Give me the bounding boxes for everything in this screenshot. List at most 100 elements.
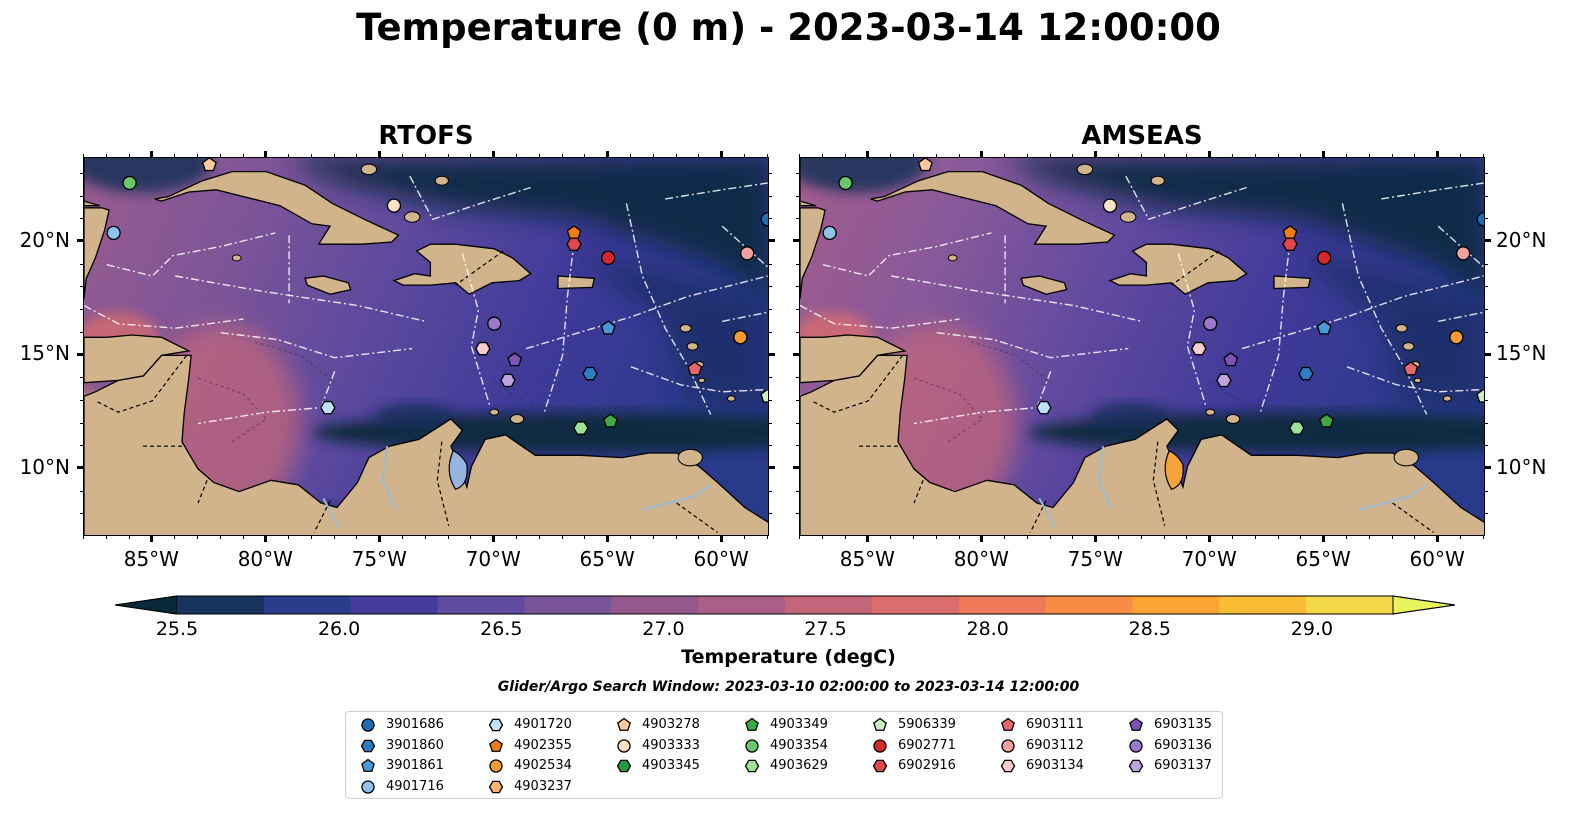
minor-tick: [769, 377, 772, 379]
legend-marker-4901720: [488, 718, 504, 732]
float-marker-5906339: [760, 388, 768, 403]
float-marker-3901861: [1316, 320, 1332, 335]
minor-tick: [196, 154, 198, 157]
minor-tick: [80, 195, 83, 197]
colorbar-segment: [611, 596, 699, 614]
minor-tick: [356, 536, 358, 539]
minor-tick: [1485, 195, 1488, 197]
legend-item-4903354: 4903354: [744, 736, 828, 756]
minor-tick: [447, 154, 449, 157]
float-marker-4901720: [320, 400, 336, 415]
minor-tick: [219, 154, 221, 157]
minor-tick: [769, 422, 772, 424]
legend-label: 4903333: [642, 737, 700, 753]
minor-tick: [796, 445, 799, 447]
minor-tick: [1163, 536, 1165, 539]
minor-tick: [743, 536, 745, 539]
legend-label: 6903134: [1026, 758, 1084, 773]
hexagon-marker-icon: [488, 718, 504, 732]
float-marker-4902534: [733, 330, 748, 345]
x-tick-label: 70°W: [1181, 547, 1237, 571]
minor-tick: [1140, 536, 1142, 539]
minor-tick: [1004, 154, 1006, 157]
circle-marker-icon: [361, 718, 375, 732]
minor-tick: [1118, 536, 1120, 539]
float-legend: 3901686 3901860 3901861 4901716 4901720 49023…: [345, 711, 1223, 799]
minor-tick: [1485, 240, 1488, 242]
legend-item-6903137: 6903137: [1128, 756, 1212, 776]
colorbar-segment: [177, 596, 265, 614]
colorbar-tick-label: 27.0: [642, 618, 685, 640]
tick-mark-bottom: [605, 536, 609, 542]
y-tick-label: 20°N: [19, 227, 70, 252]
minor-tick: [1118, 154, 1120, 157]
legend-label: 6902771: [898, 737, 956, 753]
minor-tick: [80, 218, 83, 220]
legend-label: 4903237: [514, 778, 572, 794]
panel-title-amseas: AMSEAS: [1081, 121, 1203, 151]
tick-mark-bottom: [865, 536, 869, 542]
minor-tick: [721, 536, 723, 539]
legend-marker-6903134: [1000, 759, 1016, 773]
minor-tick: [981, 536, 983, 539]
legend-marker-3901861: [361, 758, 375, 772]
minor-tick: [1482, 536, 1484, 539]
float-marker-6903111: [687, 361, 703, 376]
legend-item-5906339: 5906339: [872, 715, 956, 735]
minor-tick: [402, 536, 404, 539]
minor-tick: [80, 354, 83, 356]
map-canvas-rtofs: [84, 158, 768, 535]
minor-tick: [1345, 154, 1347, 157]
minor-tick: [890, 536, 892, 539]
minor-tick: [196, 536, 198, 539]
colorbar-segment: [1132, 596, 1220, 614]
legend-item-4903345: 4903345: [616, 756, 700, 776]
minor-tick: [1368, 154, 1370, 157]
minor-tick: [1209, 154, 1211, 157]
minor-tick: [1300, 154, 1302, 157]
float-marker-4903629: [1289, 421, 1305, 435]
float-marker-6903111: [1403, 361, 1419, 376]
minor-tick: [265, 154, 267, 157]
legend-item-4903278: 4903278: [616, 715, 700, 735]
legend-marker-4901716: [361, 779, 375, 794]
minor-tick: [80, 399, 83, 401]
minor-tick: [1004, 536, 1006, 539]
legend-label: 4903629: [770, 758, 828, 773]
pentagon-marker-icon: [873, 717, 887, 731]
minor-tick: [310, 154, 312, 157]
legend-label: 4903345: [642, 758, 700, 773]
minor-tick: [769, 490, 772, 492]
legend-marker-4902534: [489, 759, 503, 773]
minor-tick: [80, 490, 83, 492]
circle-marker-icon: [873, 738, 887, 753]
minor-tick: [83, 154, 84, 157]
minor-tick: [584, 536, 586, 539]
tick-mark-right: [769, 466, 775, 470]
legend-item-4901720: 4901720: [488, 715, 572, 735]
minor-tick: [584, 154, 586, 157]
x-tick-label: 80°W: [237, 547, 293, 571]
minor-tick: [935, 536, 937, 539]
x-tick-label: 70°W: [465, 547, 521, 571]
pentagon-marker-icon: [361, 758, 375, 772]
minor-tick: [1485, 286, 1488, 288]
minor-tick: [981, 154, 983, 157]
minor-tick: [1485, 467, 1488, 469]
minor-tick: [1323, 536, 1325, 539]
legend-item-4903629: 4903629: [744, 756, 828, 776]
circle-marker-icon: [745, 738, 759, 753]
minor-tick: [80, 513, 83, 515]
minor-tick: [1026, 536, 1028, 539]
legend-item-6902916: 6902916: [872, 756, 956, 776]
minor-tick: [288, 536, 290, 539]
colorbar-segment: [958, 596, 1047, 614]
minor-tick: [743, 154, 745, 157]
colorbar-segment: [871, 596, 960, 614]
minor-tick: [769, 467, 772, 469]
minor-tick: [796, 240, 799, 242]
hexagon-marker-icon: [1000, 759, 1016, 773]
legend-marker-3901860: [360, 739, 376, 752]
tick-mark-bottom: [263, 536, 267, 542]
legend-marker-6902771: [873, 738, 887, 753]
